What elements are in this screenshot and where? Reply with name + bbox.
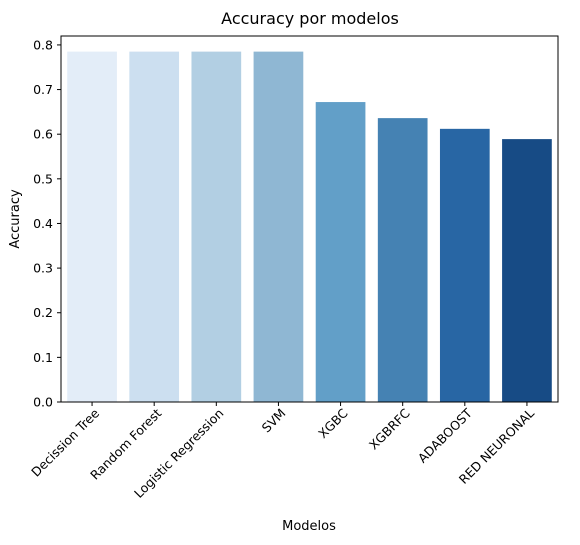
y-tick-label: 0.2	[33, 305, 53, 320]
y-axis: 0.0 0.1 0.2 0.3 0.4 0.5 0.6 0.7 0.8	[33, 37, 61, 410]
plot-frame	[60, 35, 559, 403]
x-tick-label: XGBC	[315, 405, 351, 441]
x-tick-label: SVM	[259, 406, 289, 436]
bar-adaboost	[439, 128, 490, 402]
y-tick-label: 0.1	[33, 350, 53, 365]
x-axis-label: Modelos	[282, 519, 336, 534]
y-tick-label: 0.3	[33, 261, 53, 276]
y-tick-label: 0.0	[33, 395, 53, 410]
y-tick-label: 0.4	[33, 216, 53, 231]
x-tick-label: ADABOOST	[415, 405, 475, 465]
bar-svm	[253, 51, 304, 403]
chart-title: Accuracy por modelos	[221, 9, 399, 28]
bar-xgbrfc	[377, 118, 428, 402]
bar-logistic-regression	[191, 51, 242, 403]
y-tick-label: 0.5	[33, 171, 53, 186]
y-tick-label: 0.6	[33, 127, 53, 142]
y-tick-label: 0.7	[33, 82, 53, 97]
bar-xgbc	[315, 102, 366, 402]
bar-decission-tree	[67, 51, 117, 403]
y-tick-label: 0.8	[33, 37, 53, 52]
bars-group	[67, 51, 552, 403]
bar-random-forest	[129, 51, 180, 403]
bar-red-neuronal	[502, 139, 552, 403]
y-axis-label: Accuracy	[8, 189, 23, 249]
x-tick-label: XGBRFC	[366, 405, 413, 452]
